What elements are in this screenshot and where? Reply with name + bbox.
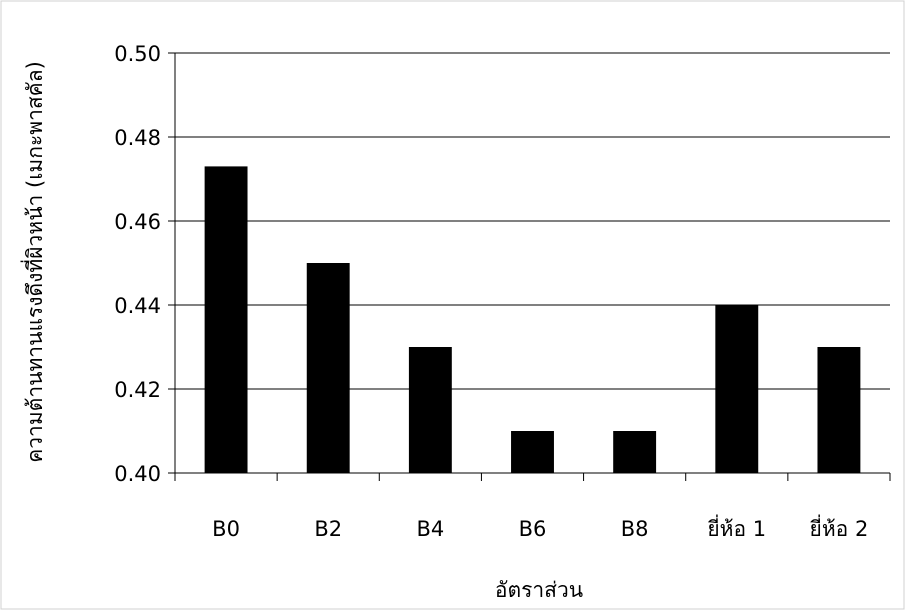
bar-4 xyxy=(511,431,554,473)
y-tick-labels: 0.40 0.42 0.44 0.46 0.48 0.50 xyxy=(114,42,161,486)
bar-6 xyxy=(715,305,759,473)
x-tick-label: ยี่ห้อ 2 xyxy=(810,514,869,541)
x-tick-label: B4 xyxy=(416,517,444,541)
y-axis-title: ความต้านทานแรงดึงที่ผิวหน้า (เมกะพาสคัล) xyxy=(20,61,47,463)
x-axis-title: อัตราส่วน xyxy=(495,578,583,602)
bar-7 xyxy=(817,347,861,473)
bar-5 xyxy=(613,431,657,473)
bar-3 xyxy=(408,347,452,473)
bars xyxy=(204,166,861,473)
bar-2 xyxy=(306,263,350,473)
x-tick-label: B8 xyxy=(621,517,649,541)
y-tick-label: 0.50 xyxy=(114,42,161,66)
gridlines xyxy=(175,52,890,390)
y-tick-label: 0.42 xyxy=(114,378,161,402)
axes xyxy=(168,52,891,481)
x-tick-label: B6 xyxy=(519,517,547,541)
x-tick-labels: B0 B2 B4 B6 B8 ยี่ห้อ 1 ยี่ห้อ 2 xyxy=(212,514,868,541)
x-tick-label: ยี่ห้อ 1 xyxy=(707,514,766,541)
x-tick-label: B0 xyxy=(212,517,240,541)
y-tick-label: 0.46 xyxy=(114,210,161,234)
bar-1 xyxy=(204,166,248,473)
y-tick-label: 0.44 xyxy=(114,294,161,318)
y-tick-label: 0.40 xyxy=(114,462,161,486)
y-tick-label: 0.48 xyxy=(114,126,161,150)
x-tick-label: B2 xyxy=(314,517,342,541)
